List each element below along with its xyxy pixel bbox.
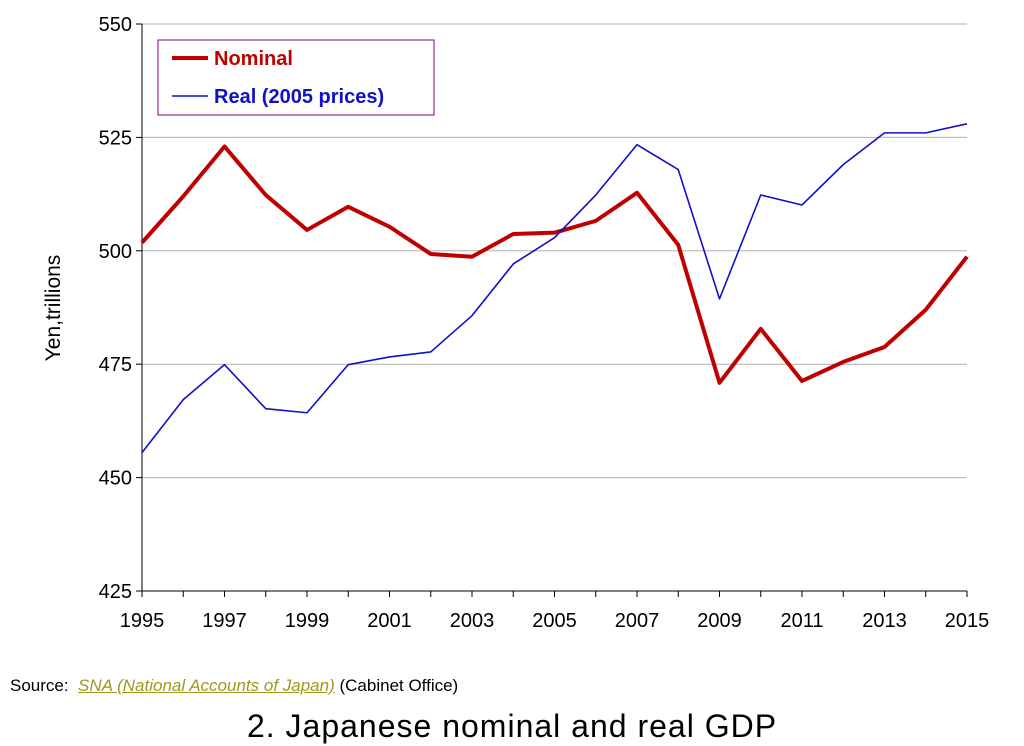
legend-label-nominal: Nominal	[214, 48, 293, 70]
x-tick-label: 2011	[780, 610, 823, 632]
y-tick-label: 475	[99, 354, 132, 376]
y-tick-label: 525	[99, 127, 132, 149]
gdp-line-chart: 425 450 475 500 525 550 1995 1997 1999 2001 2003 20…	[42, 14, 990, 632]
y-tick-label: 425	[99, 581, 132, 603]
x-tick-label: 2005	[532, 610, 577, 632]
chart-title: 2. Japanese nominal and real GDP	[246, 708, 778, 744]
series-line-real	[141, 123, 968, 454]
legend: Nominal Real (2005 prices)	[157, 39, 435, 116]
y-tick-label: 550	[99, 14, 132, 36]
x-tick-label: 2001	[367, 610, 412, 632]
x-tick-label: 2015	[945, 610, 990, 632]
source-link[interactable]: SNA (National Accounts of Japan)	[78, 676, 335, 695]
legend-box	[157, 39, 435, 116]
x-tick-label: 1995	[120, 610, 165, 632]
legend-label-real: Real (2005 prices)	[214, 86, 384, 108]
series-line-nominal	[140, 144, 969, 385]
y-tick-label: 450	[99, 468, 132, 490]
source-note: Source: SNA (National Accounts of Japan)…	[10, 676, 458, 696]
x-tick-label: 1999	[285, 610, 330, 632]
source-suffix: (Cabinet Office)	[339, 676, 459, 695]
x-tick-label: 2007	[615, 610, 660, 632]
x-tick-label: 2013	[862, 610, 907, 632]
source-label: Source:	[10, 676, 69, 695]
x-tick-label: 1997	[202, 610, 247, 632]
y-axis-label: Yen,trillions	[42, 255, 65, 362]
y-tick-label: 500	[99, 241, 132, 263]
x-tick-label: 2003	[450, 610, 495, 632]
x-tick-label: 2009	[697, 610, 742, 632]
